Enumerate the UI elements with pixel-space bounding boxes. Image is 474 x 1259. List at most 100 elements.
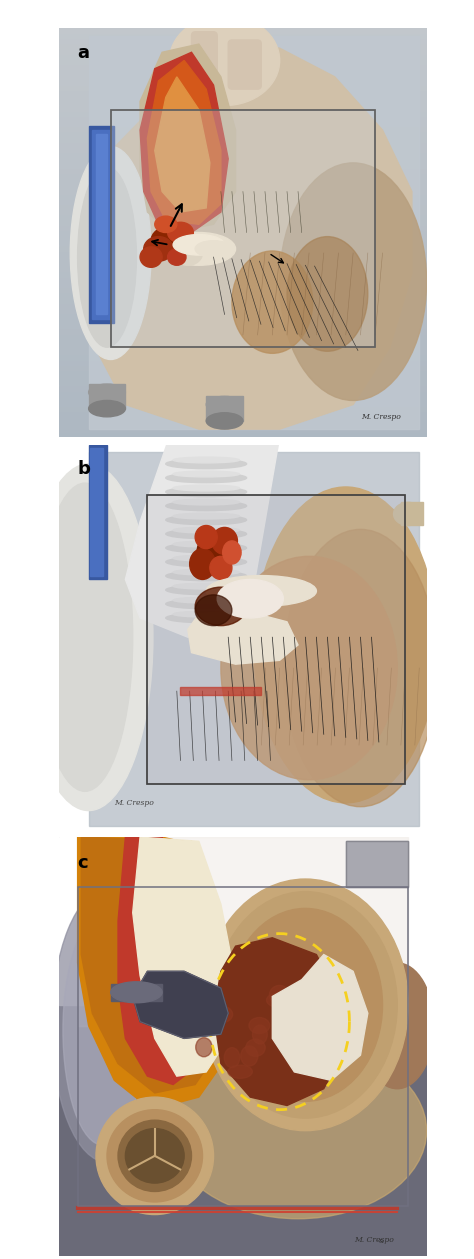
Bar (78, 888, 408, 1206)
Bar (89, 444, 107, 579)
Bar (59, 422, 427, 427)
Ellipse shape (78, 167, 137, 347)
FancyBboxPatch shape (191, 31, 217, 89)
Ellipse shape (228, 1065, 252, 1078)
Text: c: c (78, 854, 88, 872)
Bar (59, 355, 427, 360)
Bar (59, 137, 427, 142)
Bar (59, 184, 427, 189)
Bar (401, 502, 423, 525)
Bar (59, 106, 427, 111)
Ellipse shape (195, 525, 217, 549)
Ellipse shape (173, 597, 239, 603)
Bar (59, 96, 427, 101)
Bar (59, 33, 427, 38)
Bar (59, 319, 427, 324)
Ellipse shape (280, 162, 427, 400)
Bar (59, 417, 427, 422)
Bar (59, 194, 427, 199)
PathPatch shape (125, 437, 280, 637)
Bar (59, 375, 427, 380)
Bar (59, 64, 427, 69)
Ellipse shape (24, 463, 153, 811)
Bar (59, 251, 427, 256)
Bar (59, 287, 427, 292)
Bar (346, 841, 408, 888)
Ellipse shape (168, 249, 186, 266)
Ellipse shape (166, 543, 246, 553)
Bar (59, 324, 427, 329)
Ellipse shape (210, 556, 232, 579)
Ellipse shape (228, 909, 383, 1102)
Bar (59, 74, 427, 79)
Bar (59, 277, 427, 282)
Ellipse shape (107, 1109, 202, 1202)
Bar (59, 23, 427, 28)
Ellipse shape (170, 15, 280, 106)
Ellipse shape (52, 890, 162, 1162)
Bar (59, 302, 427, 307)
Ellipse shape (155, 217, 177, 233)
Bar (59, 38, 427, 43)
Bar (59, 307, 427, 313)
Ellipse shape (266, 993, 292, 1007)
Bar (59, 235, 427, 240)
Ellipse shape (173, 234, 225, 256)
Bar (59, 152, 427, 157)
Ellipse shape (173, 555, 239, 562)
Bar (59, 142, 427, 147)
Bar (59, 121, 427, 126)
Ellipse shape (173, 569, 239, 575)
Ellipse shape (190, 549, 215, 579)
Bar (110, 110, 375, 347)
Ellipse shape (173, 541, 239, 546)
Ellipse shape (166, 529, 246, 539)
Bar (59, 365, 427, 370)
PathPatch shape (89, 44, 412, 429)
Ellipse shape (206, 575, 317, 607)
Bar (59, 225, 427, 230)
Bar (59, 407, 427, 412)
Ellipse shape (360, 963, 434, 1089)
PathPatch shape (213, 938, 346, 1105)
Bar (59, 402, 427, 407)
Ellipse shape (213, 891, 397, 1118)
Ellipse shape (210, 1006, 233, 1022)
Bar (59, 349, 427, 354)
Ellipse shape (217, 579, 283, 618)
PathPatch shape (155, 77, 210, 212)
Ellipse shape (173, 240, 202, 266)
Bar (59, 116, 427, 121)
Bar (59, 43, 427, 48)
Bar (147, 495, 404, 783)
FancyBboxPatch shape (228, 40, 261, 89)
Bar (59, 214, 427, 219)
Bar (59, 126, 427, 131)
Bar (346, 841, 408, 888)
Bar (59, 111, 427, 116)
Bar (59, 147, 427, 152)
Ellipse shape (96, 1097, 213, 1215)
Ellipse shape (63, 915, 144, 1146)
Bar (206, 397, 243, 421)
Bar (59, 266, 427, 272)
Bar (59, 360, 427, 365)
Ellipse shape (173, 514, 239, 519)
Ellipse shape (223, 541, 241, 564)
Bar (181, 687, 261, 695)
Bar (59, 313, 427, 319)
Bar (59, 54, 427, 59)
Bar (59, 84, 427, 89)
Ellipse shape (166, 460, 246, 468)
Ellipse shape (197, 534, 230, 572)
Bar (59, 272, 427, 277)
PathPatch shape (188, 611, 298, 665)
Bar (59, 162, 427, 167)
Bar (59, 89, 427, 96)
Ellipse shape (166, 487, 246, 497)
PathPatch shape (140, 53, 228, 233)
Bar (78, 841, 125, 888)
Ellipse shape (37, 483, 133, 792)
Ellipse shape (194, 1015, 215, 1036)
Bar (59, 385, 427, 390)
